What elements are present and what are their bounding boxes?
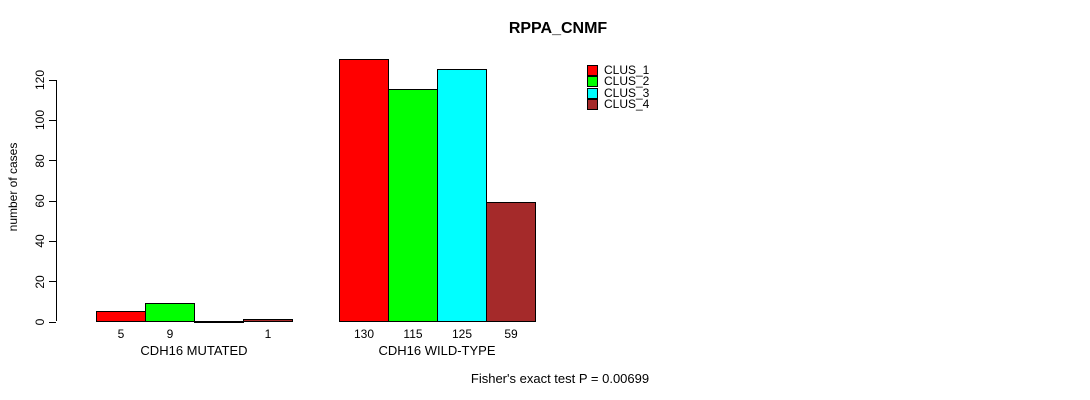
bar-clus_3 — [437, 69, 487, 322]
y-tick-label: 80 — [33, 153, 47, 168]
bar-clus_2 — [388, 89, 438, 322]
legend-label: CLUS_4 — [604, 97, 650, 112]
y-tick-mark — [49, 119, 56, 121]
legend-label: CLUS_1 — [604, 63, 650, 78]
bar-clus_4 — [243, 319, 293, 322]
y-tick-label: 40 — [33, 234, 47, 249]
bar-value-label: 115 — [403, 327, 423, 341]
bar-clus_4 — [486, 202, 536, 322]
legend-label: CLUS_2 — [604, 74, 650, 89]
y-tick-mark — [49, 240, 56, 242]
legend-swatch — [587, 76, 598, 88]
bar-clus_3 — [194, 321, 244, 323]
y-tick-label: 60 — [33, 194, 47, 208]
legend-label: CLUS_3 — [604, 85, 650, 100]
y-tick-label: 0 — [33, 318, 47, 326]
y-tick-mark — [49, 200, 56, 202]
bar-value-label: 59 — [504, 327, 518, 341]
bar-value-label: 125 — [451, 327, 473, 341]
y-axis-line — [56, 80, 57, 321]
bar-clus_2 — [145, 303, 195, 322]
legend-swatch — [587, 65, 598, 77]
legend-swatch — [587, 87, 598, 99]
legend-item: CLUS_4 — [587, 97, 650, 112]
chart-title: RPPA_CNMF — [508, 20, 608, 37]
y-axis-label: number of cases — [6, 142, 20, 232]
bar-clus_1 — [96, 311, 146, 322]
legend: CLUS_1 CLUS_2 CLUS_3 CLUS_4 — [587, 63, 650, 112]
y-tick-label: 120 — [33, 69, 47, 91]
bar-value-label: 130 — [353, 327, 375, 341]
bar-value-label: 1 — [264, 327, 272, 341]
y-tick-mark — [49, 281, 56, 283]
y-tick-label: 20 — [33, 274, 47, 289]
y-tick-mark — [49, 79, 56, 81]
bar-value-label: 9 — [166, 327, 174, 341]
bar-clus_1 — [339, 59, 389, 322]
legend-swatch — [587, 99, 598, 111]
legend-item: CLUS_2 — [587, 74, 650, 89]
legend-item: CLUS_1 — [587, 63, 650, 78]
x-category-label: CDH16 MUTATED — [140, 343, 248, 358]
legend-item: CLUS_3 — [587, 85, 650, 100]
y-tick-label: 100 — [33, 110, 47, 131]
y-tick-mark — [49, 160, 56, 162]
y-tick-mark — [49, 321, 56, 323]
stat-annotation: Fisher's exact test P = 0.00699 — [470, 371, 650, 386]
x-category-label: CDH16 WILD-TYPE — [378, 343, 496, 358]
bar-value-label: 5 — [117, 327, 125, 341]
